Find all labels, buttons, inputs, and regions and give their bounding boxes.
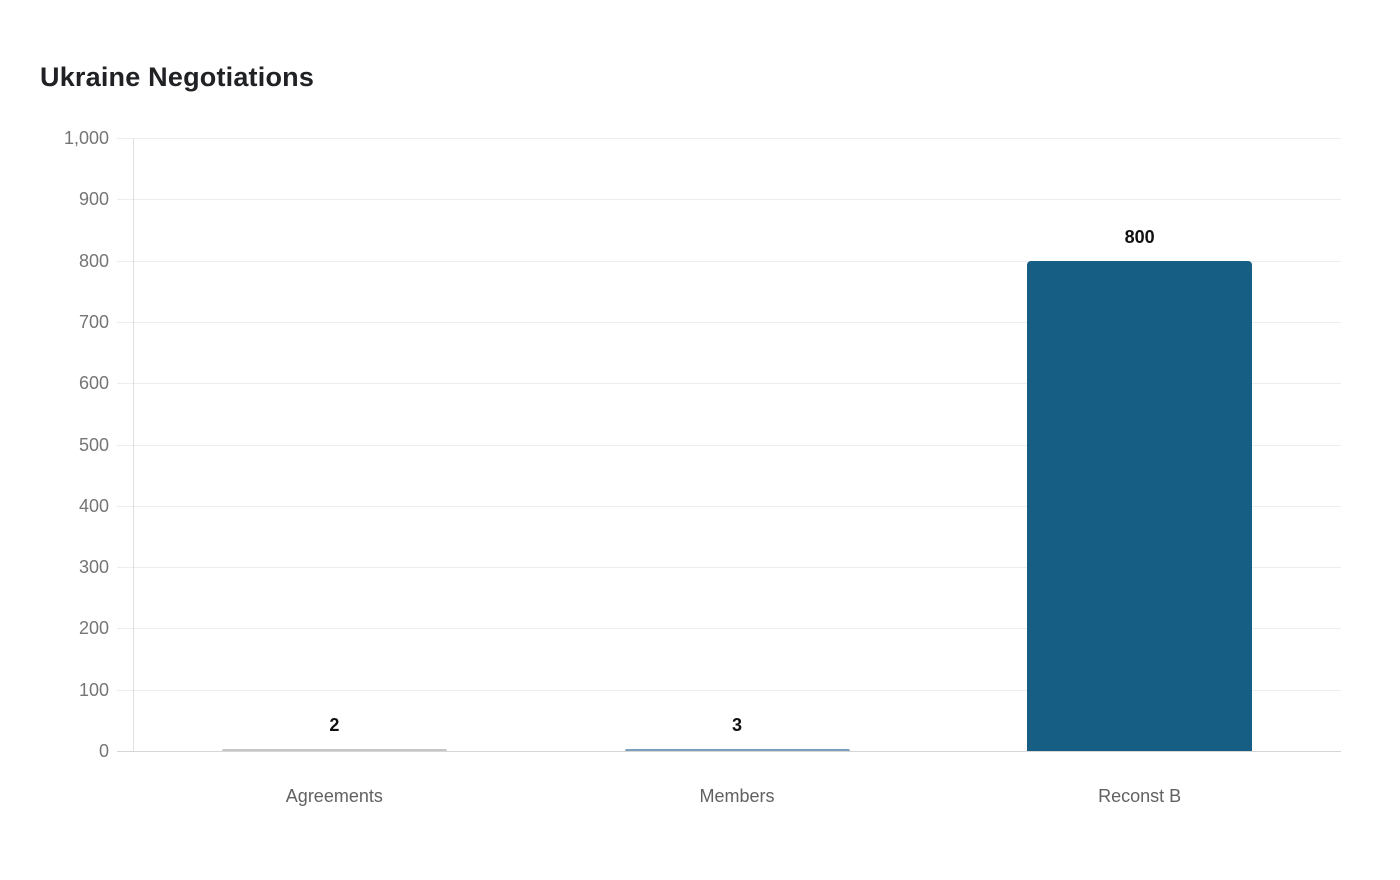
y-axis-tick-label: 500 — [78, 434, 109, 455]
gridline — [117, 383, 1341, 385]
x-axis-category-label: Members — [699, 786, 775, 806]
gridline — [117, 199, 1341, 201]
y-axis-tick-label: 600 — [78, 373, 109, 394]
x-axis-category-label: Reconst B — [1098, 786, 1182, 806]
bar-value-label: 800 — [1124, 227, 1155, 247]
y-axis-line — [133, 138, 134, 751]
gridline — [117, 260, 1341, 262]
gridline — [117, 567, 1341, 569]
x-axis-category-label: Agreements — [285, 786, 383, 806]
y-axis-tick-label: 700 — [78, 311, 109, 332]
y-axis-tick-label: 900 — [78, 189, 109, 210]
chart-title: Ukraine Negotiations — [40, 62, 315, 92]
y-axis-tick-label: 400 — [78, 495, 109, 516]
gridline — [117, 628, 1341, 630]
y-axis-tick-label: 1,000 — [63, 128, 109, 148]
gridline — [117, 689, 1341, 691]
gridline — [117, 505, 1341, 507]
bar-value-label: 3 — [731, 715, 742, 735]
bar-value-label: 2 — [329, 715, 340, 735]
gridline — [117, 444, 1341, 446]
y-axis-tick-label: 200 — [78, 618, 109, 639]
x-axis-baseline — [117, 751, 1341, 752]
y-axis-tick-label: 800 — [78, 250, 109, 271]
bar-members[interactable] — [624, 749, 850, 751]
bar-agreements[interactable] — [221, 749, 447, 751]
gridline — [117, 138, 1341, 139]
gridline — [117, 321, 1341, 323]
bar-reconst-b[interactable] — [1027, 261, 1253, 751]
y-axis-tick-label: 300 — [78, 557, 109, 578]
y-axis-tick-label: 0 — [98, 741, 109, 761]
y-axis-tick-label: 100 — [78, 679, 109, 700]
